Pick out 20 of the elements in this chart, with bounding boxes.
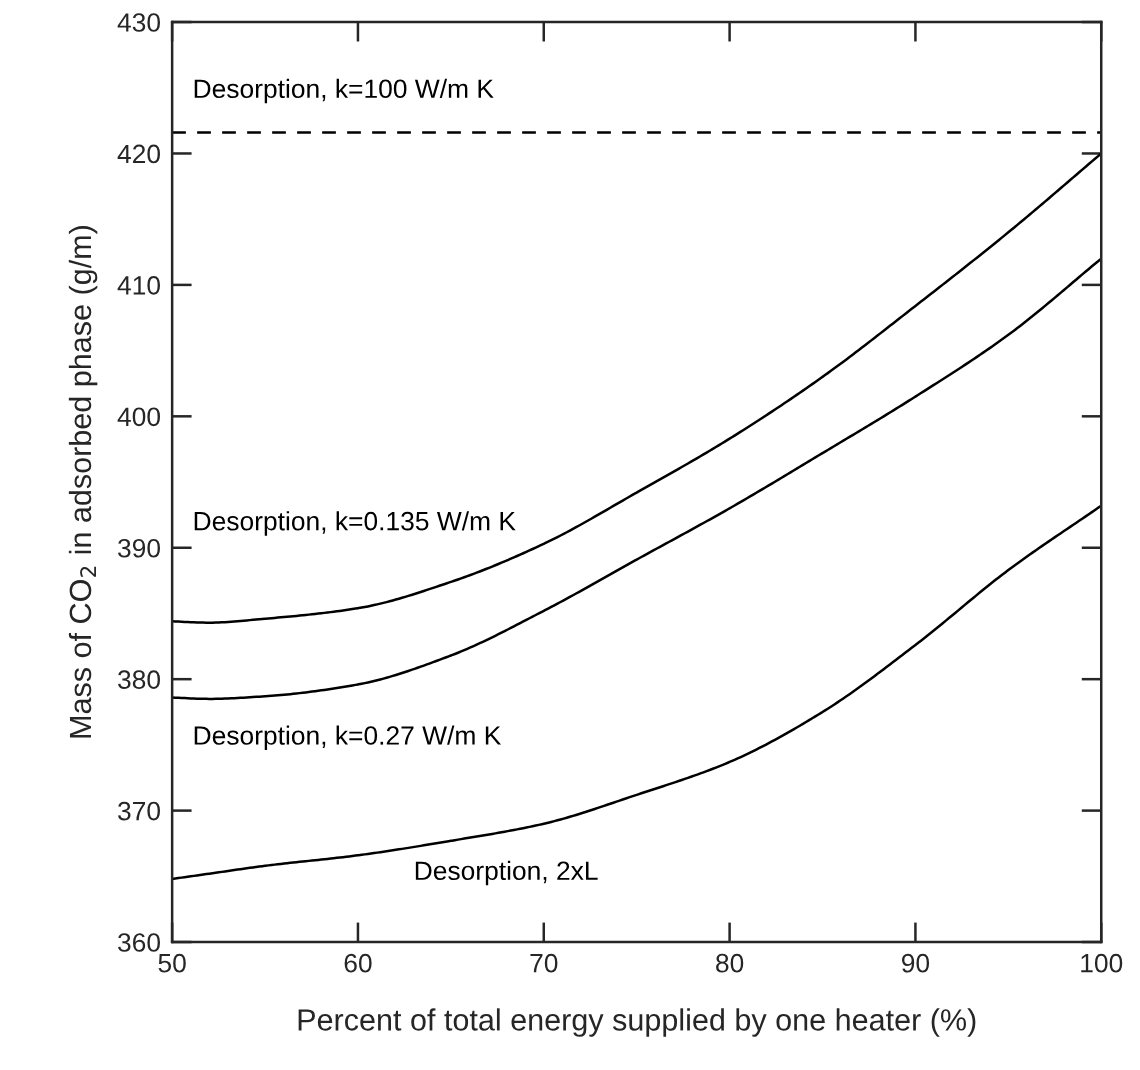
x-tick-label: 70 — [530, 953, 558, 973]
series-label: Desorption, k=0.135 W/m K — [194, 511, 516, 536]
series-label: Desorption, k=0.27 W/m K — [194, 725, 502, 751]
y-tick-label: 370 — [118, 801, 160, 821]
y-tick-label: 420 — [117, 144, 160, 164]
x-tick-label: 60 — [344, 953, 372, 973]
series-label: Desorption, k=100 W/m K — [194, 78, 494, 104]
x-tick-label: 80 — [716, 953, 744, 973]
y-tick-label: 430 — [117, 13, 160, 32]
y-tick-label: 400 — [117, 407, 160, 427]
y-tick-label: 390 — [118, 538, 160, 558]
x-tick-label: 100 — [1081, 953, 1123, 973]
y-tick-label: 410 — [117, 276, 160, 295]
y-axis-title: Mass of CO$_{2}$ in adsorbed phase (g/m) — [68, 226, 98, 738]
x-tick-label: 90 — [901, 953, 930, 973]
x-tick-label: 50 — [158, 953, 186, 973]
y-tick-label: 380 — [118, 670, 160, 689]
x-axis-title: Percent of total energy supplied by one heater (%) — [298, 1008, 976, 1037]
y-tick-label: 360 — [118, 933, 160, 952]
series-label: Desorption, 2xL — [415, 860, 598, 886]
